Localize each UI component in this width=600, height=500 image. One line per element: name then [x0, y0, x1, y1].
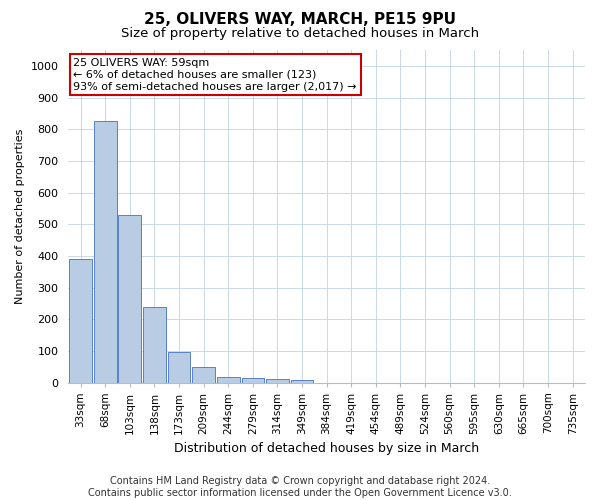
Bar	[69, 259, 92, 382]
Bar	[143, 307, 166, 382]
Text: Contains HM Land Registry data © Crown copyright and database right 2024.
Contai: Contains HM Land Registry data © Crown c…	[88, 476, 512, 498]
Bar	[167, 352, 190, 382]
Bar	[266, 380, 289, 382]
Bar	[217, 377, 239, 382]
Text: 25, OLIVERS WAY, MARCH, PE15 9PU: 25, OLIVERS WAY, MARCH, PE15 9PU	[144, 12, 456, 28]
Y-axis label: Number of detached properties: Number of detached properties	[15, 128, 25, 304]
Bar	[291, 380, 313, 382]
Bar	[94, 122, 116, 382]
Bar	[242, 378, 264, 382]
X-axis label: Distribution of detached houses by size in March: Distribution of detached houses by size …	[174, 442, 479, 455]
Text: Size of property relative to detached houses in March: Size of property relative to detached ho…	[121, 28, 479, 40]
Text: 25 OLIVERS WAY: 59sqm
← 6% of detached houses are smaller (123)
93% of semi-deta: 25 OLIVERS WAY: 59sqm ← 6% of detached h…	[73, 58, 357, 92]
Bar	[118, 214, 141, 382]
Bar	[192, 366, 215, 382]
